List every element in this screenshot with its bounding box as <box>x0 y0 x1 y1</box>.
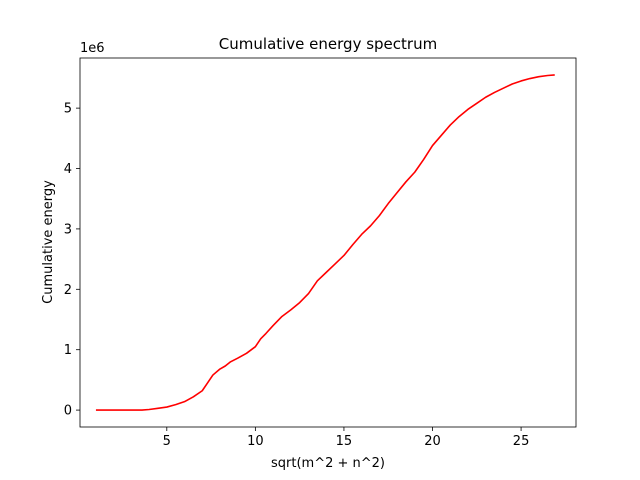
plot-area <box>79 57 577 428</box>
y-axis-label: Cumulative energy <box>41 180 56 304</box>
x-tick-label: 15 <box>336 434 353 449</box>
y-offset-label: 1e6 <box>80 41 105 56</box>
chart-title: Cumulative energy spectrum <box>219 35 437 53</box>
series-line <box>95 74 555 411</box>
y-tick-label: 0 <box>64 404 72 419</box>
y-tick-label: 4 <box>64 162 72 177</box>
x-axis-label: sqrt(m^2 + n^2) <box>271 456 385 471</box>
x-axis: 5 10 15 20 25 <box>163 427 530 449</box>
y-tick-label: 2 <box>64 283 72 298</box>
x-tick-label: 5 <box>163 434 171 449</box>
x-tick-label: 25 <box>513 434 530 449</box>
x-tick-label: 10 <box>247 434 264 449</box>
y-tick-label: 5 <box>64 102 72 117</box>
y-tick-label: 3 <box>64 222 72 237</box>
y-axis: 0 1 2 3 4 5 <box>64 102 80 419</box>
y-tick-label: 1 <box>64 343 72 358</box>
plot-frame <box>79 57 577 428</box>
x-tick-label: 20 <box>424 434 441 449</box>
